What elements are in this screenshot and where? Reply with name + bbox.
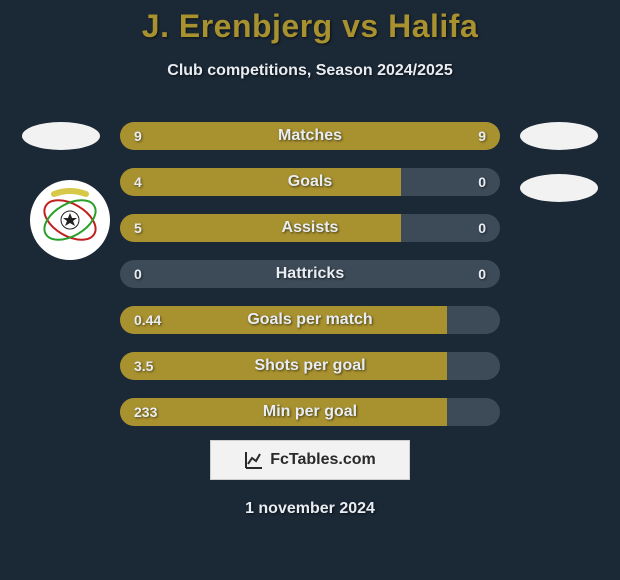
stat-row: 99Matches bbox=[120, 122, 500, 150]
bar-left bbox=[120, 398, 447, 426]
stat-row: 3.5Shots per goal bbox=[120, 352, 500, 380]
chart-icon bbox=[244, 450, 264, 470]
bar-left bbox=[120, 168, 401, 196]
player2-badge bbox=[520, 122, 598, 150]
club-logo-icon bbox=[38, 188, 102, 252]
bar-left bbox=[120, 214, 401, 242]
player1-badge bbox=[22, 122, 100, 150]
stat-row: 0.44Goals per match bbox=[120, 306, 500, 334]
stat-rows: 99Matches 40Goals 50Assists 00Hattricks 0.44… bbox=[120, 122, 500, 444]
vs-label: vs bbox=[342, 8, 379, 44]
player2-name: Halifa bbox=[388, 8, 478, 44]
watermark: FcTables.com bbox=[210, 440, 410, 480]
bar-left bbox=[120, 122, 310, 150]
stat-row: 40Goals bbox=[120, 168, 500, 196]
page-title: J. Erenbjerg vs Halifa bbox=[0, 8, 620, 45]
club-logo-left bbox=[30, 180, 110, 260]
date-label: 1 november 2024 bbox=[0, 500, 620, 518]
comparison-card: J. Erenbjerg vs Halifa Club competitions… bbox=[0, 0, 620, 580]
bar-left bbox=[120, 352, 447, 380]
bar-right bbox=[310, 122, 500, 150]
stat-row: 00Hattricks bbox=[120, 260, 500, 288]
bar-track bbox=[120, 260, 500, 288]
player1-name: J. Erenbjerg bbox=[142, 8, 333, 44]
watermark-label: FcTables.com bbox=[270, 451, 376, 469]
player2-club-badge bbox=[520, 174, 598, 202]
stat-row: 233Min per goal bbox=[120, 398, 500, 426]
bar-left bbox=[120, 306, 447, 334]
stat-row: 50Assists bbox=[120, 214, 500, 242]
subtitle: Club competitions, Season 2024/2025 bbox=[0, 62, 620, 80]
